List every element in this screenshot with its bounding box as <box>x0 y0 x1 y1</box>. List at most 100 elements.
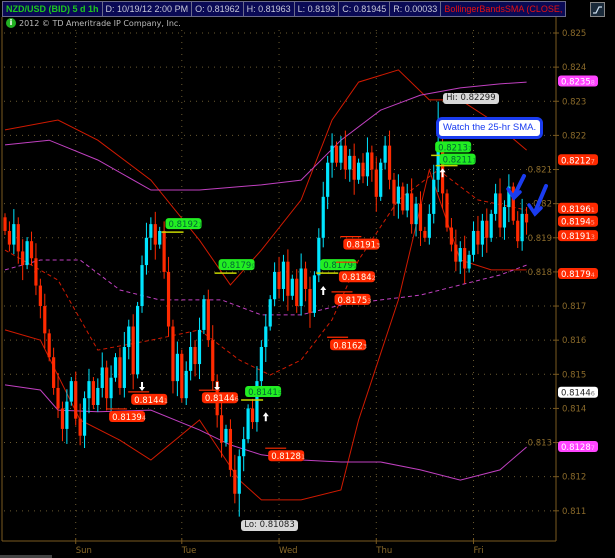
candle-body <box>494 193 498 214</box>
price-label-red: 0.81913 <box>343 238 380 251</box>
candle <box>211 325 215 391</box>
candle <box>87 368 91 414</box>
candle-body <box>259 346 263 382</box>
sma-upper-line <box>4 81 527 191</box>
y-tick-label: 0.817 <box>562 302 586 312</box>
candle <box>326 155 330 210</box>
candle-body <box>321 196 325 238</box>
candle <box>427 204 431 245</box>
candle <box>180 349 184 403</box>
candle-body <box>467 254 471 269</box>
candle-body <box>180 353 184 399</box>
candle <box>38 278 42 319</box>
candle <box>511 182 515 225</box>
candle-body <box>281 261 286 289</box>
axis-price-label-bg <box>558 215 598 227</box>
candle <box>202 295 206 335</box>
candle <box>286 249 290 311</box>
price-label-green: 0.82137 <box>435 141 472 153</box>
candle-body <box>113 357 118 378</box>
price-label-red: 0.81753 <box>334 293 372 306</box>
price-label-green: 0.81799 <box>218 259 255 271</box>
axis-price-label-text: 0.82127 <box>561 156 595 166</box>
candle-body <box>312 275 316 313</box>
candle-body <box>348 155 352 170</box>
candle <box>303 261 308 302</box>
candle <box>268 295 272 331</box>
candle-body <box>246 408 250 440</box>
candle-body <box>264 326 268 347</box>
candle-body <box>343 145 347 170</box>
candle <box>524 207 529 235</box>
axis-price-label-text: 0.81446 <box>561 389 595 399</box>
high-label: Hi: 0.82299 <box>443 92 499 104</box>
candle-body <box>206 299 210 341</box>
candle <box>113 353 118 382</box>
candle-body <box>352 155 356 180</box>
candle-body <box>334 145 339 163</box>
candle <box>197 317 202 380</box>
candle-body <box>396 186 400 204</box>
candle-body <box>25 241 29 266</box>
candle <box>312 271 316 317</box>
candle <box>383 136 387 170</box>
sma-middle-line <box>4 259 527 316</box>
line-chart-icon <box>593 6 602 14</box>
candle <box>321 181 325 248</box>
candle <box>255 366 259 432</box>
lower-band-line <box>4 168 527 501</box>
x-tick-label: Thu <box>375 546 392 556</box>
info-icon[interactable]: i <box>6 18 16 28</box>
horizontal-scrollbar[interactable] <box>0 555 52 558</box>
candle <box>396 174 400 219</box>
chart-style-button[interactable] <box>590 2 605 17</box>
y-tick-label: 0.824 <box>562 63 586 73</box>
price-label-red-text: 0.81441 <box>134 396 168 406</box>
study-label[interactable]: BollingerBandsSMA (CLOSE, 0, 25, -2.... <box>440 1 567 17</box>
axis-price-label: 0.82358 <box>558 75 598 87</box>
candle <box>387 130 392 190</box>
candle-body <box>498 193 502 228</box>
y-tick-label: 0.819 <box>528 234 552 244</box>
candle-body <box>87 381 91 399</box>
candle <box>7 221 12 252</box>
candle-body <box>3 217 7 231</box>
candle <box>277 256 281 299</box>
candle-body <box>16 224 20 252</box>
candle <box>246 404 250 444</box>
candle <box>445 189 449 232</box>
candle-body <box>228 428 233 470</box>
candle-body <box>96 387 100 406</box>
y-tick-label: 0.825 <box>562 29 586 39</box>
price-label-green-bg <box>439 153 476 165</box>
price-label-red: 0.81446 <box>201 392 239 404</box>
candle-body <box>317 237 321 276</box>
axis-price-label-bg <box>558 75 598 87</box>
candle <box>69 377 73 406</box>
candle <box>463 235 467 284</box>
price-label-green: 0.81799 <box>320 259 357 271</box>
candle-body <box>122 346 126 388</box>
y-tick-label: 0.812 <box>562 473 586 483</box>
candle <box>507 174 511 223</box>
x-tick-label: Fri <box>474 546 484 556</box>
candle-body <box>423 230 427 238</box>
candle <box>189 331 193 381</box>
candle-body <box>233 469 237 494</box>
candle <box>454 229 458 272</box>
axis-price-label: 0.81446 <box>558 386 598 399</box>
candle-body <box>189 346 193 371</box>
candle-body <box>427 213 431 238</box>
candle-body <box>365 152 370 177</box>
y-tick-label: 0.814 <box>562 404 586 414</box>
axis-price-label-bg <box>558 202 598 214</box>
candle-body <box>202 299 206 330</box>
x-tick-label: Wed <box>279 546 298 556</box>
candle <box>520 198 524 251</box>
candle-body <box>21 251 25 266</box>
price-label-red-text: 0.81753 <box>338 296 372 306</box>
y-tick-label: 0.813 <box>528 439 552 449</box>
candle-body <box>458 248 462 262</box>
candle-body <box>401 186 405 211</box>
